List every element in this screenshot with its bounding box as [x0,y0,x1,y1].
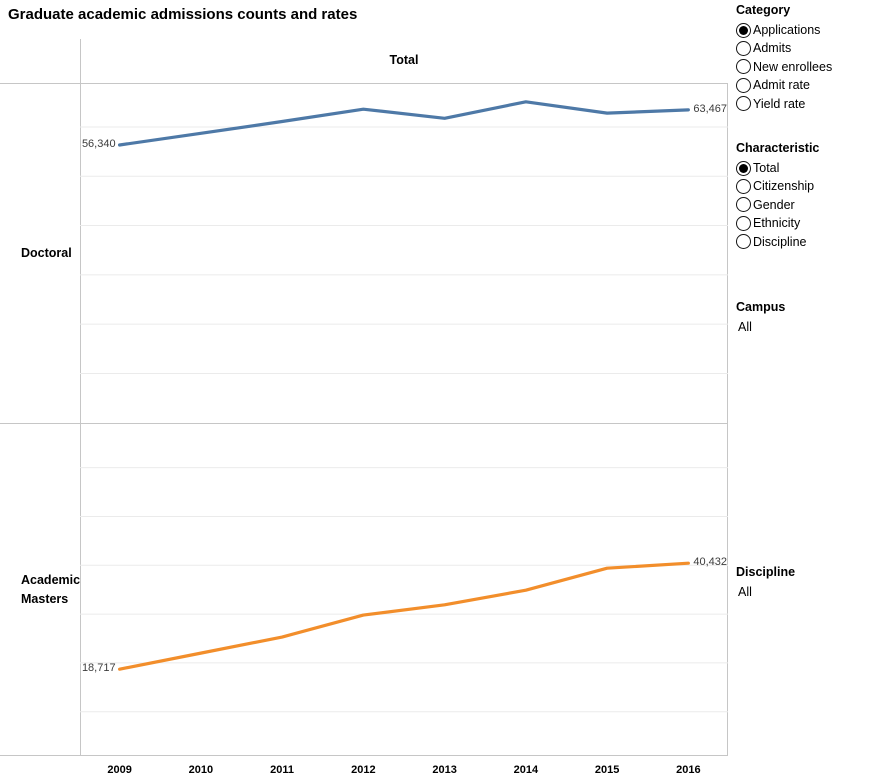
pane-border-top [0,83,728,84]
radio-unselected-icon[interactable] [736,77,751,93]
radio-option-citizenship[interactable]: Citizenship [736,177,814,195]
x-axis-label-2009: 2009 [107,764,132,776]
x-axis-line [0,755,728,756]
radio-unselected-icon[interactable] [736,197,751,213]
radio-option-applications[interactable]: Applications [736,21,832,39]
radio-option-gender[interactable]: Gender [736,196,814,214]
radio-unselected-icon[interactable] [736,59,751,75]
column-header: Total [389,53,419,67]
row-label-doctoral: Doctoral [21,246,72,260]
x-axis-label-2011: 2011 [270,764,295,776]
radio-label[interactable]: Applications [753,22,821,37]
x-axis-label-2015: 2015 [594,764,620,776]
page-title: Graduate academic admissions counts and … [8,6,358,23]
doctoral-line[interactable] [117,100,690,147]
filter-header-discipline: Discipline [736,565,796,579]
filter-value-campus: All [738,320,752,334]
radio-unselected-icon[interactable] [736,179,751,195]
filter-header-category: Category [736,3,791,17]
radio-label[interactable]: Ethnicity [753,216,801,231]
radio-label[interactable]: Admit rate [753,78,810,93]
filter-header-characteristic: Characteristic [736,141,820,155]
radio-selected-icon[interactable] [736,22,751,38]
radio-label[interactable]: Yield rate [753,96,806,111]
radio-option-discipline[interactable]: Discipline [736,233,814,251]
x-axis-label-2014: 2014 [513,764,539,776]
x-axis-label-2013: 2013 [432,764,457,776]
doctoral-pane [80,100,728,374]
radio-label[interactable]: New enrollees [753,59,833,74]
radio-option-yield-rate[interactable]: Yield rate [736,95,832,113]
filter-value-discipline: All [738,585,752,599]
radio-label[interactable]: Total [753,160,780,175]
academic-masters-line[interactable] [117,561,690,671]
pane-divider [0,423,728,424]
radio-unselected-icon[interactable] [736,215,751,231]
filter-group-category: Applications Admits New enrollees Admit rat… [736,21,832,113]
radio-label[interactable]: Discipline [753,234,807,249]
masters-pane [80,467,728,713]
filter-group-characteristic: Total Citizenship Gender Ethnicity Disciplin… [736,159,814,251]
radio-option-ethnicity[interactable]: Ethnicity [736,214,814,232]
filter-header-campus: Campus [736,300,786,314]
radio-option-new-enrollees[interactable]: New enrollees [736,58,832,76]
radio-option-admit-rate[interactable]: Admit rate [736,76,832,94]
radio-selected-icon[interactable] [736,160,751,176]
doctoral-first-value-label: 56,340 [81,137,116,150]
x-axis-label-2016: 2016 [676,764,701,776]
pane-border-left [80,39,81,755]
academic-masters-first-value-label: 18,717 [81,662,116,675]
radio-option-total[interactable]: Total [736,159,814,177]
x-axis-label-2010: 2010 [188,764,214,776]
radio-label[interactable]: Admits [753,41,792,56]
radio-unselected-icon[interactable] [736,41,751,57]
radio-option-admits[interactable]: Admits [736,39,832,57]
radio-label[interactable]: Citizenship [753,179,815,194]
radio-unselected-icon[interactable] [736,234,751,250]
row-label-academic-masters: Academic Masters [21,573,81,606]
radio-unselected-icon[interactable] [736,96,751,112]
pane-border-right [727,83,728,755]
academic-masters-last-value-label: 40,432 [693,556,727,569]
x-axis-label-2012: 2012 [351,764,376,776]
doctoral-last-value-label: 63,467 [693,102,727,115]
radio-label[interactable]: Gender [753,197,795,212]
